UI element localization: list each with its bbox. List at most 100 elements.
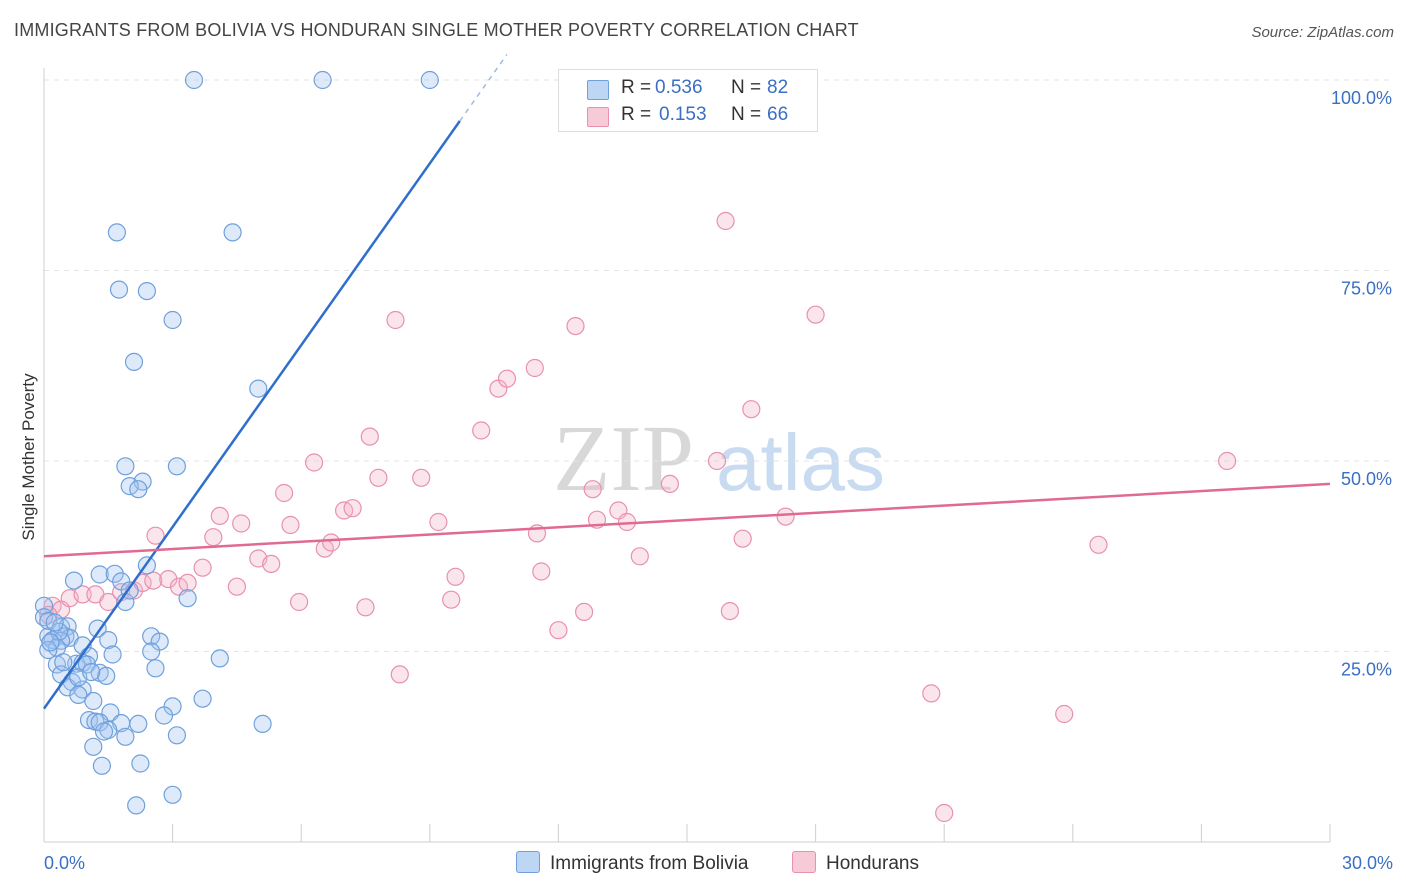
honduras-point xyxy=(935,803,954,823)
honduras-point xyxy=(178,573,197,593)
bolivia-point xyxy=(82,662,101,682)
honduras-point xyxy=(146,526,165,545)
bolivia-point xyxy=(167,457,186,476)
watermark: ZIP atlas xyxy=(553,407,885,511)
honduras-point xyxy=(369,468,388,487)
bottom-legend-bolivia-label: Immigrants from Bolivia xyxy=(550,853,749,874)
legend-n-value: 82 xyxy=(767,77,789,98)
bolivia-point xyxy=(41,633,60,652)
bolivia-point xyxy=(109,280,129,299)
bolivia-point xyxy=(107,223,127,242)
x-tick-label: 0.0% xyxy=(44,853,85,873)
trend-lines xyxy=(42,53,1331,710)
watermark-zip: ZIP xyxy=(553,407,694,511)
honduras-point xyxy=(290,592,309,612)
bolivia-point xyxy=(64,571,84,590)
y-axis-label: Single Mother Poverty xyxy=(19,373,38,541)
legend-n-label: N = xyxy=(731,104,762,125)
bolivia-point xyxy=(116,727,135,746)
bolivia-point xyxy=(92,756,112,775)
y-tick-label: 100.0% xyxy=(1331,88,1392,108)
honduras-swatch xyxy=(792,851,816,873)
bolivia-point xyxy=(163,785,182,804)
legend-r-value: 0.536 xyxy=(655,77,703,98)
honduras-point xyxy=(386,310,405,330)
watermark-atlas: atlas xyxy=(716,418,885,507)
honduras-point xyxy=(1055,704,1074,724)
honduras-point xyxy=(390,665,409,684)
bolivia-point xyxy=(127,796,146,815)
honduras-point xyxy=(733,529,752,548)
honduras-point xyxy=(429,512,448,532)
bolivia-point xyxy=(193,689,212,708)
y-tick-label: 75.0% xyxy=(1341,279,1392,299)
bolivia-point xyxy=(131,754,150,773)
honduras-point xyxy=(806,305,825,324)
honduras-point xyxy=(549,621,568,640)
bolivia-trend-line xyxy=(42,120,461,710)
bottom-legend-honduras: Hondurans xyxy=(792,851,919,875)
honduras-point xyxy=(583,480,602,499)
legend-r-value: 0.153 xyxy=(659,104,707,125)
bolivia-point xyxy=(142,642,161,661)
y-tick-label: 50.0% xyxy=(1341,469,1392,489)
honduras-point xyxy=(356,598,375,617)
honduras-point xyxy=(73,585,92,604)
bolivia-point xyxy=(146,659,165,678)
honduras-point xyxy=(720,601,740,621)
source-credit: Source: ZipAtlas.com xyxy=(1251,24,1394,41)
bolivia-point xyxy=(116,457,135,476)
bolivia-point xyxy=(105,564,124,583)
bolivia-point xyxy=(137,282,156,301)
bolivia-point xyxy=(94,722,114,741)
bolivia-points xyxy=(34,70,439,815)
bolivia-point xyxy=(79,710,99,730)
y-tick-label: 25.0% xyxy=(1341,660,1392,680)
bolivia-point xyxy=(88,619,107,638)
honduras-point xyxy=(275,483,294,503)
legend-n-value: 66 xyxy=(767,104,789,125)
grid-lines xyxy=(44,79,1392,652)
bolivia-point xyxy=(45,613,64,632)
bolivia-point xyxy=(99,630,118,650)
axes xyxy=(43,68,1331,843)
honduras-point xyxy=(566,317,585,336)
bolivia-point xyxy=(39,640,58,660)
honduras-point xyxy=(497,369,517,388)
honduras-point xyxy=(532,562,551,581)
bolivia-point xyxy=(84,691,103,711)
bolivia-swatch xyxy=(587,80,609,100)
tick-labels: 25.0% 50.0% 75.0% 100.0% 0.0% 30.0% xyxy=(44,88,1393,873)
bolivia-point xyxy=(163,310,182,330)
honduras-point xyxy=(262,554,281,574)
bolivia-point xyxy=(103,645,122,664)
bolivia-point xyxy=(167,726,186,745)
bolivia-point xyxy=(184,70,204,90)
honduras-point xyxy=(159,569,178,589)
legend-r-label: R = xyxy=(621,77,652,98)
x-tick-label: 30.0% xyxy=(1342,853,1393,873)
honduras-point xyxy=(716,211,735,231)
honduras-point xyxy=(305,453,324,472)
honduras-point xyxy=(442,590,461,609)
bolivia-point xyxy=(223,223,242,242)
bottom-legend-bolivia: Immigrants from Bolivia xyxy=(516,851,749,875)
honduras-points xyxy=(39,211,1237,823)
honduras-point xyxy=(210,506,229,526)
honduras-point xyxy=(446,567,465,586)
bolivia-point xyxy=(253,714,272,734)
honduras-point xyxy=(227,577,246,596)
bottom-legend-honduras-label: Hondurans xyxy=(826,853,919,874)
honduras-point xyxy=(232,514,251,533)
bolivia-point xyxy=(97,666,116,686)
bolivia-point xyxy=(84,737,103,756)
honduras-point xyxy=(922,684,941,703)
honduras-point xyxy=(144,571,163,590)
honduras-point xyxy=(776,507,795,526)
bolivia-point xyxy=(90,565,109,584)
bolivia-point xyxy=(54,653,73,672)
bolivia-point xyxy=(313,70,332,90)
honduras-point xyxy=(525,358,544,378)
honduras-point xyxy=(1089,535,1108,554)
